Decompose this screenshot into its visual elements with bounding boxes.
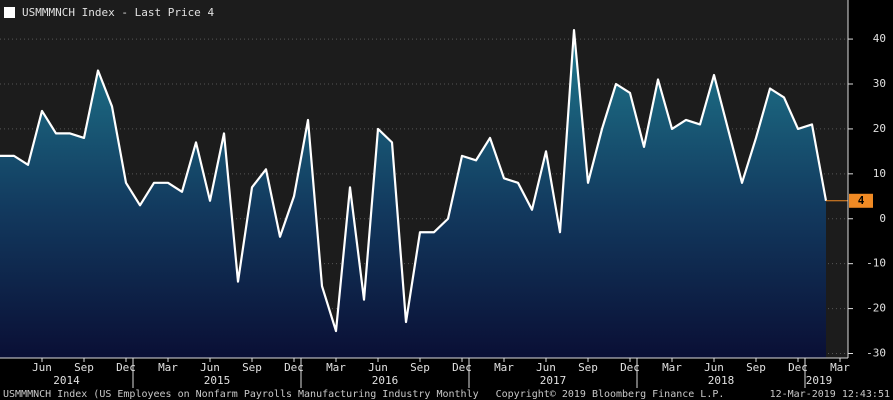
axis-background [848, 0, 893, 358]
x-tick-label: Mar [326, 361, 346, 374]
area [0, 30, 826, 358]
x-tick-label: Mar [158, 361, 178, 374]
x-tick-label: Sep [242, 361, 262, 374]
year-label: 2014 [53, 374, 80, 387]
x-tick-label: Dec [284, 361, 304, 374]
x-tick-label: Dec [620, 361, 640, 374]
y-tick-label: -20 [866, 302, 886, 315]
legend-label: USMMMNCH Index - Last Price 4 [22, 6, 214, 19]
x-tick-label: Jun [200, 361, 220, 374]
line [0, 28, 828, 333]
footer-center: Copyright© 2019 Bloomberg Finance L.P. [496, 389, 725, 400]
y-tick-label: 10 [873, 167, 886, 180]
year-label: 2016 [372, 374, 399, 387]
year-label: 2017 [540, 374, 567, 387]
x-tick-label: Sep [74, 361, 94, 374]
last-price-label: 4 [858, 194, 865, 207]
x-tick-label: Jun [368, 361, 388, 374]
legend-last-price: 4 [207, 6, 214, 19]
x-tick-label: Dec [452, 361, 472, 374]
x-tick-label: Sep [746, 361, 766, 374]
x-tick-label: Jun [32, 361, 52, 374]
x-tick-label: Mar [830, 361, 850, 374]
x-tick-label: Dec [788, 361, 808, 374]
year-label: 2018 [708, 374, 735, 387]
year-label: 2015 [204, 374, 231, 387]
x-tick-label: Mar [494, 361, 514, 374]
footer-right: 12-Mar-2019 12:43:51 [770, 389, 890, 400]
last-price-box [849, 193, 873, 208]
y-tick-label: 0 [879, 212, 886, 225]
y-tick-label: -30 [866, 347, 886, 360]
x-tick-label: Mar [662, 361, 682, 374]
y-tick-label: 40 [873, 32, 886, 45]
x-tick-label: Sep [578, 361, 598, 374]
x-tick-label: Jun [704, 361, 724, 374]
y-tick-label: -10 [866, 257, 886, 270]
legend-name: USMMMNCH Index - Last Price [22, 6, 201, 19]
x-tick-label: Sep [410, 361, 430, 374]
y-tick-label: 30 [873, 77, 886, 90]
x-tick-label: Jun [536, 361, 556, 374]
x-tick-label: Dec [116, 361, 136, 374]
year-label: 2019 [806, 374, 833, 387]
y-tick-label: 20 [873, 122, 886, 135]
footer-left: USMMMNCH Index (US Employees on Nonfarm … [3, 389, 479, 400]
legend-swatch [4, 7, 15, 18]
